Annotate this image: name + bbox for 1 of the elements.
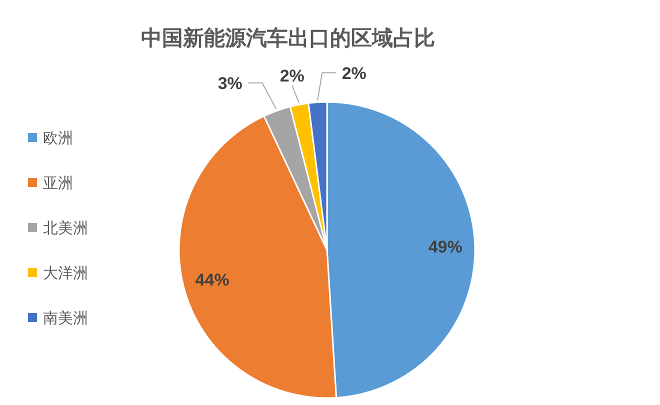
title: 中国新能源汽车出口的区域占比 (141, 27, 435, 50)
